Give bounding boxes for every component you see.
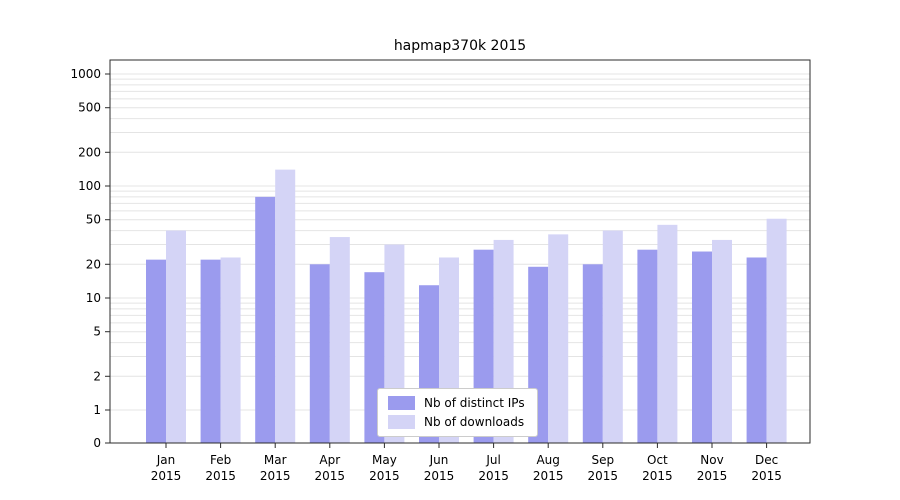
bar-downloads-nov: [712, 239, 732, 443]
x-tick-label-month: Nov: [700, 453, 723, 467]
bar-distinct-ips-sep: [582, 264, 603, 443]
y-tick-label: 50: [86, 213, 101, 227]
y-tick-label: 5: [93, 325, 101, 339]
y-tick-label: 500: [78, 101, 101, 115]
bar-distinct-ips-mar: [255, 196, 276, 443]
x-tick-label-year: 2015: [533, 469, 564, 483]
bar-downloads-feb: [220, 257, 241, 443]
y-tick-label: 200: [78, 145, 101, 159]
bar-downloads-apr: [329, 237, 350, 443]
bar-distinct-ips-feb: [200, 259, 221, 443]
x-tick-label-month: Aug: [536, 453, 559, 467]
legend-label-distinct-ips: Nb of distinct IPs: [424, 396, 525, 410]
y-tick-label: 100: [78, 179, 101, 193]
bar-downloads-sep: [602, 230, 623, 443]
bar-distinct-ips-apr: [309, 264, 330, 443]
y-tick-label: 1000: [70, 67, 101, 81]
x-tick-label-year: 2015: [151, 469, 182, 483]
x-tick-label-month: Feb: [210, 453, 231, 467]
x-tick-label-month: Apr: [319, 453, 340, 467]
x-tick-label-year: 2015: [697, 469, 728, 483]
x-tick-label-year: 2015: [478, 469, 509, 483]
plot-frame: [109, 59, 811, 444]
y-tick-label: 20: [86, 257, 101, 271]
x-tick-label-year: 2015: [369, 469, 400, 483]
legend: Nb of distinct IPs Nb of downloads: [377, 388, 538, 437]
x-tick-label-month: Oct: [647, 453, 668, 467]
bar-downloads-mar: [275, 169, 296, 443]
bar-distinct-ips-jan: [146, 259, 166, 443]
bar-distinct-ips-dec: [746, 257, 767, 443]
legend-label-downloads: Nb of downloads: [424, 415, 525, 429]
legend-swatch-distinct-ips: [388, 396, 415, 410]
bar-downloads-dec: [766, 218, 787, 443]
x-tick-label-year: 2015: [315, 469, 346, 483]
x-tick-label-month: Mar: [264, 453, 287, 467]
x-tick-label-year: 2015: [424, 469, 455, 483]
bar-distinct-ips-oct: [637, 249, 658, 443]
bar-downloads-oct: [657, 224, 678, 443]
x-tick-label-month: Jul: [485, 453, 500, 467]
x-tick-label-month: Dec: [755, 453, 778, 467]
x-tick-label-month: Jan: [156, 453, 176, 467]
chart-title: hapmap370k 2015: [393, 38, 527, 54]
bar-downloads-jan: [166, 230, 186, 443]
x-tick-label-year: 2015: [588, 469, 619, 483]
bar-distinct-ips-nov: [692, 251, 712, 443]
y-tick-label: 10: [86, 291, 101, 305]
x-tick-label-year: 2015: [642, 469, 673, 483]
legend-swatch-downloads: [388, 415, 415, 429]
bar-downloads-aug: [548, 234, 569, 443]
x-tick-label-year: 2015: [205, 469, 236, 483]
legend-item-distinct-ips: Nb of distinct IPs: [388, 396, 525, 410]
y-tick-label: 0: [93, 436, 101, 450]
y-tick-label: 1: [93, 403, 101, 417]
y-tick-label: 2: [93, 369, 101, 383]
legend-item-downloads: Nb of downloads: [388, 415, 525, 429]
x-tick-label-month: Sep: [591, 453, 614, 467]
x-tick-label-year: 2015: [751, 469, 782, 483]
x-tick-label-month: May: [372, 453, 397, 467]
x-tick-label-year: 2015: [260, 469, 291, 483]
x-tick-label-month: Jun: [429, 453, 449, 467]
